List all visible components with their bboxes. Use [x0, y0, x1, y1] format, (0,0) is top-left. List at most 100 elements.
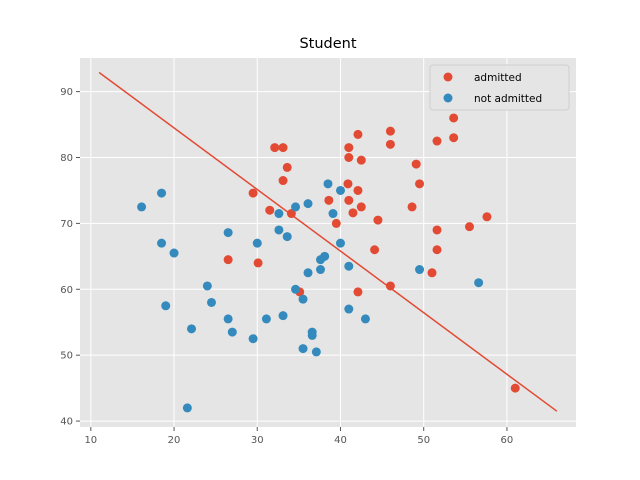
- x-axis-ticks: 10 20 30 40 50 60: [84, 427, 513, 446]
- point-not-admitted: [323, 179, 333, 189]
- point-admitted: [270, 143, 280, 153]
- point-admitted: [353, 129, 363, 139]
- data-points: [137, 113, 520, 413]
- point-not-admitted: [182, 403, 192, 413]
- legend-marker-not-admitted: [443, 93, 453, 103]
- point-admitted: [223, 255, 233, 265]
- point-admitted: [278, 176, 288, 186]
- point-admitted: [353, 185, 363, 195]
- y-tick-label: 40: [60, 417, 73, 428]
- point-not-admitted: [415, 265, 425, 275]
- point-not-admitted: [328, 209, 338, 219]
- point-not-admitted: [161, 301, 171, 311]
- point-not-admitted: [316, 265, 326, 275]
- decision-boundary-line: [98, 71, 558, 412]
- legend: admitted not admitted: [429, 64, 570, 111]
- point-not-admitted: [344, 304, 354, 314]
- point-admitted: [415, 179, 425, 189]
- point-not-admitted: [206, 297, 216, 307]
- point-admitted: [373, 215, 383, 225]
- point-not-admitted: [344, 261, 354, 271]
- point-admitted: [324, 195, 334, 205]
- point-admitted: [385, 139, 395, 149]
- point-admitted: [427, 268, 437, 278]
- point-admitted: [344, 143, 354, 153]
- point-admitted: [331, 218, 341, 228]
- x-tick-label: 50: [417, 435, 430, 446]
- point-not-admitted: [274, 225, 284, 235]
- point-admitted: [344, 152, 354, 162]
- point-admitted: [370, 245, 380, 255]
- x-tick-label: 30: [251, 435, 264, 446]
- point-admitted: [344, 195, 354, 205]
- point-not-admitted: [303, 268, 313, 278]
- x-tick-label: 40: [334, 435, 347, 446]
- legend-label-not-admitted: not admitted: [474, 93, 542, 105]
- point-not-admitted: [248, 334, 258, 344]
- point-admitted: [385, 281, 395, 291]
- point-admitted: [278, 143, 288, 153]
- x-tick-label: 20: [168, 435, 181, 446]
- point-not-admitted: [223, 228, 233, 238]
- point-admitted: [449, 113, 459, 123]
- point-admitted: [407, 202, 417, 212]
- point-not-admitted: [320, 251, 330, 261]
- x-tick-label: 60: [501, 435, 514, 446]
- point-not-admitted: [474, 278, 484, 288]
- point-admitted: [411, 159, 421, 169]
- point-not-admitted: [360, 314, 370, 324]
- point-admitted: [449, 133, 459, 143]
- point-not-admitted: [278, 311, 288, 321]
- point-not-admitted: [303, 199, 313, 209]
- legend-label-admitted: admitted: [474, 72, 522, 84]
- point-not-admitted: [291, 284, 301, 294]
- point-admitted: [248, 188, 258, 198]
- point-admitted: [432, 245, 442, 255]
- point-not-admitted: [291, 202, 301, 212]
- point-not-admitted: [282, 232, 292, 242]
- point-not-admitted: [274, 209, 284, 219]
- point-admitted: [464, 222, 474, 232]
- x-tick-label: 10: [84, 435, 97, 446]
- point-not-admitted: [335, 238, 345, 248]
- point-admitted: [343, 179, 353, 189]
- point-not-admitted: [298, 344, 308, 354]
- point-not-admitted: [227, 327, 237, 337]
- point-admitted: [253, 258, 263, 268]
- point-not-admitted: [137, 202, 147, 212]
- point-not-admitted: [202, 281, 212, 291]
- decision-boundary-group: [98, 71, 558, 412]
- point-admitted: [348, 208, 358, 218]
- point-admitted: [432, 225, 442, 235]
- point-not-admitted: [311, 347, 321, 357]
- y-tick-label: 70: [60, 219, 73, 230]
- point-admitted: [356, 155, 366, 165]
- point-not-admitted: [298, 294, 308, 304]
- point-admitted: [265, 205, 275, 215]
- legend-box: [429, 64, 570, 111]
- chart-title: Student: [299, 36, 356, 52]
- point-not-admitted: [157, 238, 167, 248]
- point-admitted: [432, 136, 442, 146]
- point-admitted: [356, 202, 366, 212]
- point-admitted: [482, 212, 492, 222]
- point-not-admitted: [157, 188, 167, 198]
- point-admitted: [286, 209, 296, 219]
- y-tick-label: 50: [60, 351, 73, 362]
- y-tick-label: 80: [60, 153, 73, 164]
- y-axis-ticks: 40 50 60 70 80 90: [60, 87, 80, 428]
- legend-marker-admitted: [443, 72, 453, 82]
- point-not-admitted: [187, 324, 197, 334]
- point-not-admitted: [252, 238, 262, 248]
- y-tick-label: 90: [60, 87, 73, 98]
- point-admitted: [385, 126, 395, 136]
- point-admitted: [510, 383, 520, 393]
- point-admitted: [353, 287, 363, 297]
- point-admitted: [282, 162, 292, 172]
- point-not-admitted: [261, 314, 271, 324]
- point-not-admitted: [223, 314, 233, 324]
- point-not-admitted: [307, 330, 317, 340]
- y-tick-label: 60: [60, 285, 73, 296]
- point-not-admitted: [169, 248, 179, 258]
